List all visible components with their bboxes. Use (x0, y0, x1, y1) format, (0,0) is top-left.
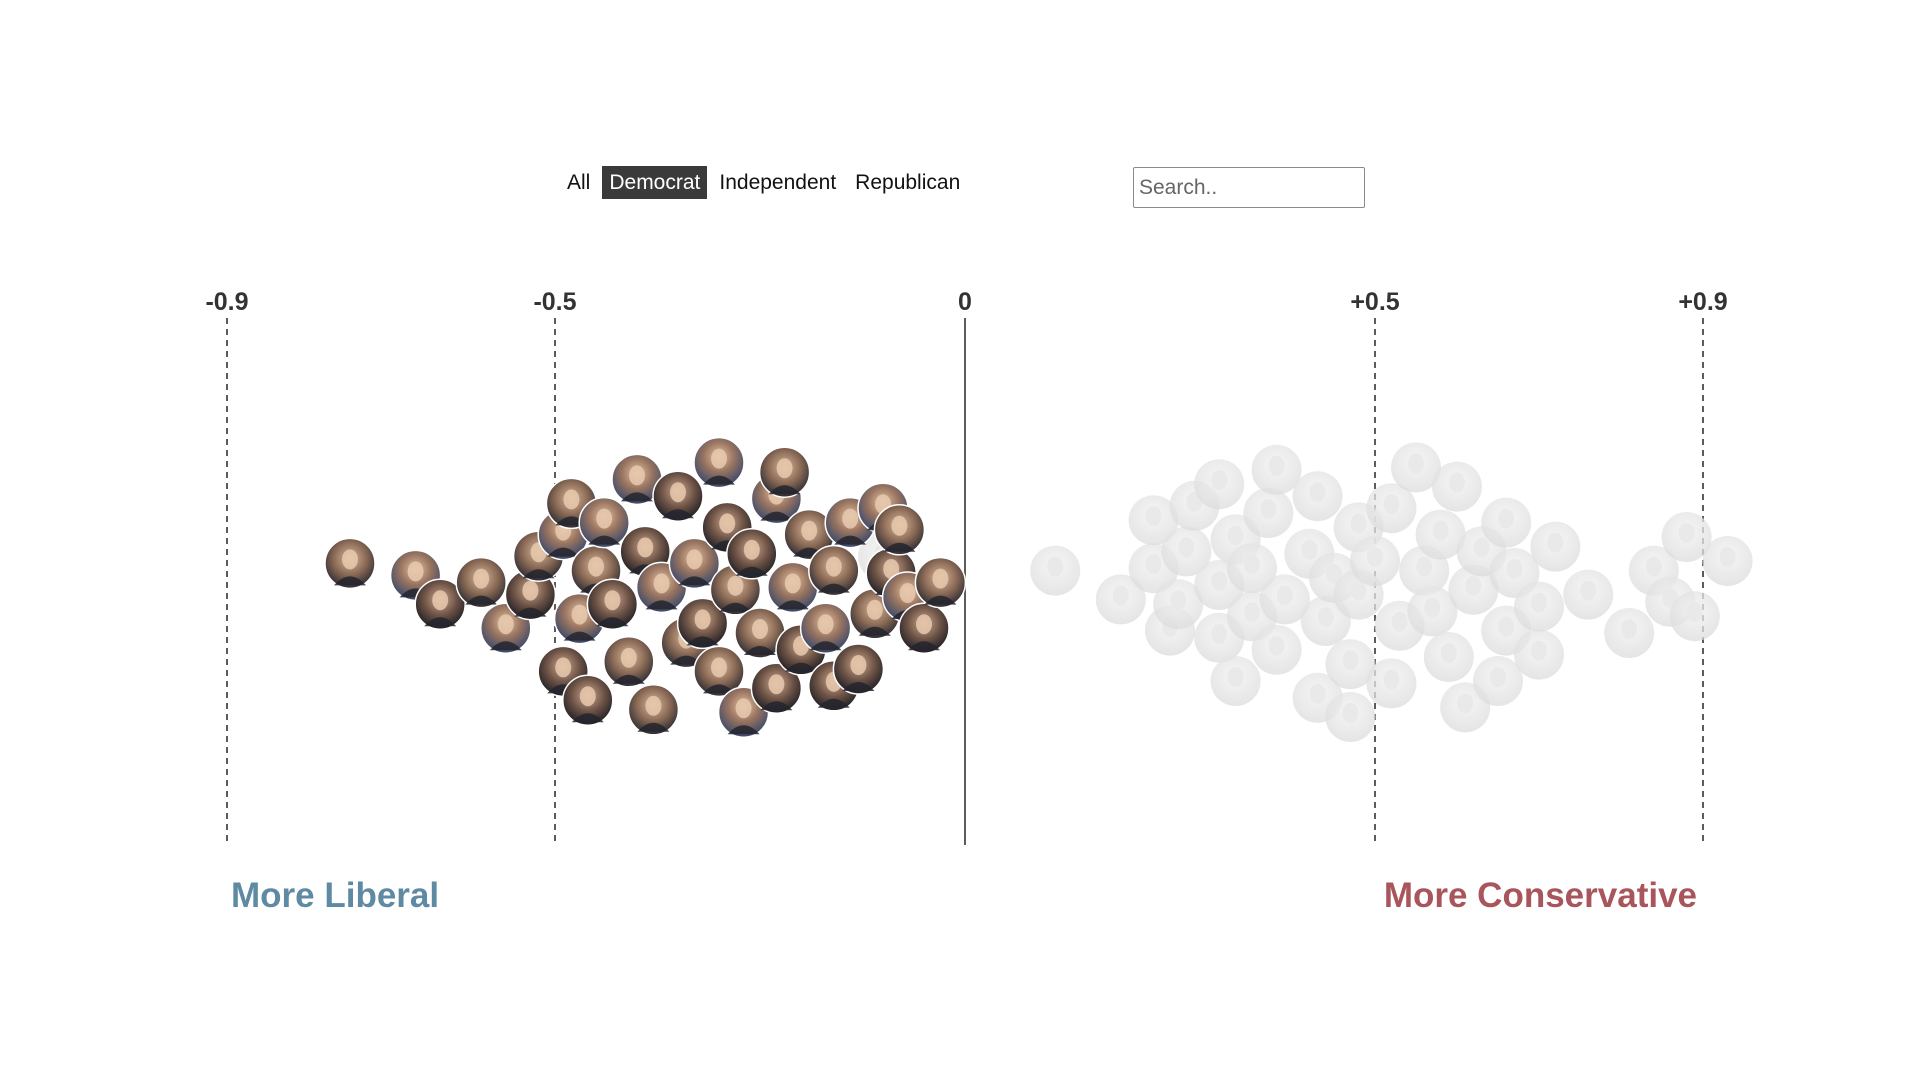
axis-tick-label: -0.5 (533, 288, 576, 316)
senator-dot-republican[interactable] (1415, 509, 1466, 560)
senator-dot-democrat[interactable] (898, 602, 950, 654)
senator-dot-republican[interactable] (1473, 656, 1523, 706)
senator-dot-democrat[interactable] (414, 578, 466, 630)
senator-dot-democrat[interactable] (726, 528, 778, 580)
party-filter: All Democrat Independent Republican (560, 166, 972, 199)
senator-dot-democrat[interactable] (652, 470, 704, 522)
senator-dot-democrat[interactable] (808, 544, 860, 597)
senator-dot-republican[interactable] (1661, 512, 1712, 562)
senator-dot-democrat[interactable] (668, 537, 721, 590)
senator-dot-democrat[interactable] (586, 578, 639, 630)
senator-dot-republican[interactable] (1391, 442, 1441, 493)
senator-dot-democrat[interactable] (873, 504, 926, 556)
senator-dot-republican[interactable] (1325, 639, 1376, 690)
axis-tick-label: +0.5 (1350, 288, 1399, 316)
senator-dots-layer (324, 436, 1753, 742)
senator-dot-republican[interactable] (1251, 624, 1302, 675)
senator-dot-republican[interactable] (1030, 545, 1081, 596)
senator-dot-republican[interactable] (1514, 581, 1564, 632)
senator-dot-republican[interactable] (1325, 692, 1376, 742)
senator-dot-republican[interactable] (1423, 632, 1474, 682)
senator-dot-democrat[interactable] (562, 674, 614, 726)
filter-republican-button[interactable]: Republican (855, 171, 961, 194)
senator-dot-democrat[interactable] (603, 636, 655, 688)
senator-dot-democrat[interactable] (758, 446, 811, 498)
axis-tick-label: -0.9 (205, 288, 248, 316)
senator-dot-republican[interactable] (1514, 629, 1564, 680)
senator-dot-democrat[interactable] (832, 643, 885, 695)
filter-all-button[interactable]: All (567, 171, 591, 194)
senator-dot-democrat[interactable] (914, 556, 967, 609)
senator-dot-republican[interactable] (1432, 461, 1482, 512)
senator-dot-republican[interactable] (1251, 444, 1302, 495)
filter-independent-button[interactable]: Independent (719, 171, 837, 194)
senator-dot-republican[interactable] (1243, 488, 1294, 538)
senator-dot-republican[interactable] (1366, 483, 1417, 534)
senator-dot-republican[interactable] (1350, 536, 1400, 586)
senator-dot-republican[interactable] (1210, 656, 1261, 706)
senator-dot-democrat[interactable] (750, 662, 803, 714)
axis-tick-label: 0 (958, 288, 972, 316)
senator-dot-republican[interactable] (1259, 574, 1310, 625)
senator-dot-democrat[interactable] (627, 684, 680, 736)
senator-dot-republican[interactable] (1481, 497, 1532, 548)
senator-dot-republican[interactable] (1366, 658, 1417, 709)
senator-dot-democrat[interactable] (734, 607, 786, 659)
search-input[interactable] (1133, 167, 1365, 208)
senator-dot-republican[interactable] (1194, 459, 1245, 510)
senator-dot-republican[interactable] (1128, 495, 1179, 546)
senator-dot-republican[interactable] (1292, 471, 1343, 522)
more-conservative-label: More Conservative (1383, 876, 1697, 915)
senator-dot-democrat[interactable] (693, 436, 745, 489)
senator-dot-democrat[interactable] (693, 645, 745, 698)
axis-layer: -0.9 -0.5 0 +0.5 +0.9 (205, 288, 1728, 845)
senator-dot-republican[interactable] (1161, 526, 1212, 577)
more-liberal-label: More Liberal (231, 876, 440, 915)
senator-dot-democrat[interactable] (767, 561, 819, 614)
senator-dot-democrat[interactable] (578, 496, 630, 549)
senator-dot-democrat[interactable] (611, 453, 663, 506)
senator-dot-democrat[interactable] (676, 597, 729, 650)
senator-dot-republican[interactable] (1227, 543, 1277, 594)
senator-dot-republican[interactable] (1563, 569, 1614, 620)
filter-democrat-button[interactable]: Democrat (602, 166, 708, 199)
senator-dot-republican[interactable] (1604, 608, 1655, 658)
senator-dot-republican[interactable] (1669, 591, 1720, 642)
senator-dot-republican[interactable] (1095, 574, 1146, 625)
senator-dot-democrat[interactable] (799, 602, 852, 654)
senator-dot-republican[interactable] (1407, 586, 1458, 637)
senator-dot-democrat[interactable] (783, 508, 835, 561)
senator-dot-republican[interactable] (1448, 564, 1499, 615)
senator-dot-democrat[interactable] (455, 556, 507, 609)
senator-dot-republican[interactable] (1153, 579, 1204, 630)
senator-dot-republican[interactable] (1530, 521, 1581, 572)
senator-dot-democrat[interactable] (324, 537, 376, 590)
senator-dot-republican[interactable] (1702, 536, 1753, 586)
axis-tick-label: +0.9 (1678, 288, 1727, 316)
